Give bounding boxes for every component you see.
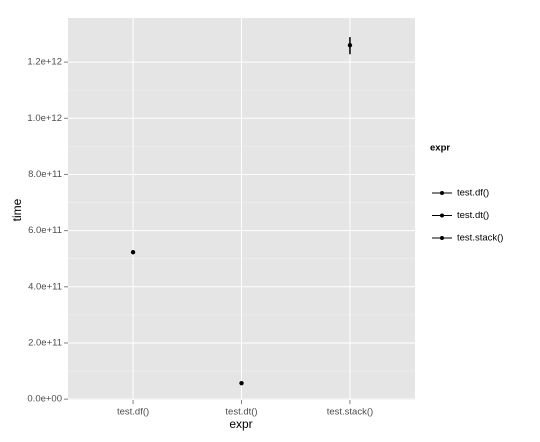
legend-key-point — [440, 236, 444, 240]
y-tick-label: 0.0e+00 — [27, 394, 62, 405]
y-tick-label: 6.0e+11 — [28, 225, 62, 236]
legend-label: test.stack() — [457, 233, 503, 244]
y-tick-label: 8.0e+11 — [28, 169, 62, 180]
x-tick-label: test.df() — [117, 407, 149, 418]
x-tick-label: test.stack() — [327, 407, 373, 418]
legend-title: expr — [430, 143, 450, 154]
point — [347, 43, 353, 48]
point — [239, 380, 244, 386]
y-tick-label: 1.2e+12 — [27, 57, 62, 68]
legend-label: test.df() — [457, 188, 489, 199]
y-tick-label: 4.0e+11 — [28, 281, 62, 292]
y-tick-label: 2.0e+11 — [28, 337, 62, 348]
legend-label: test.dt() — [457, 210, 489, 221]
y-tick-label: 1.0e+12 — [27, 113, 62, 124]
legend-key-point — [440, 191, 444, 195]
x-tick-label: test.dt() — [225, 407, 257, 418]
point — [130, 250, 136, 255]
legend-key-point — [440, 213, 444, 218]
y-axis-title: time — [10, 198, 24, 221]
grid — [68, 18, 415, 400]
x-axis-title: expr — [229, 417, 252, 431]
